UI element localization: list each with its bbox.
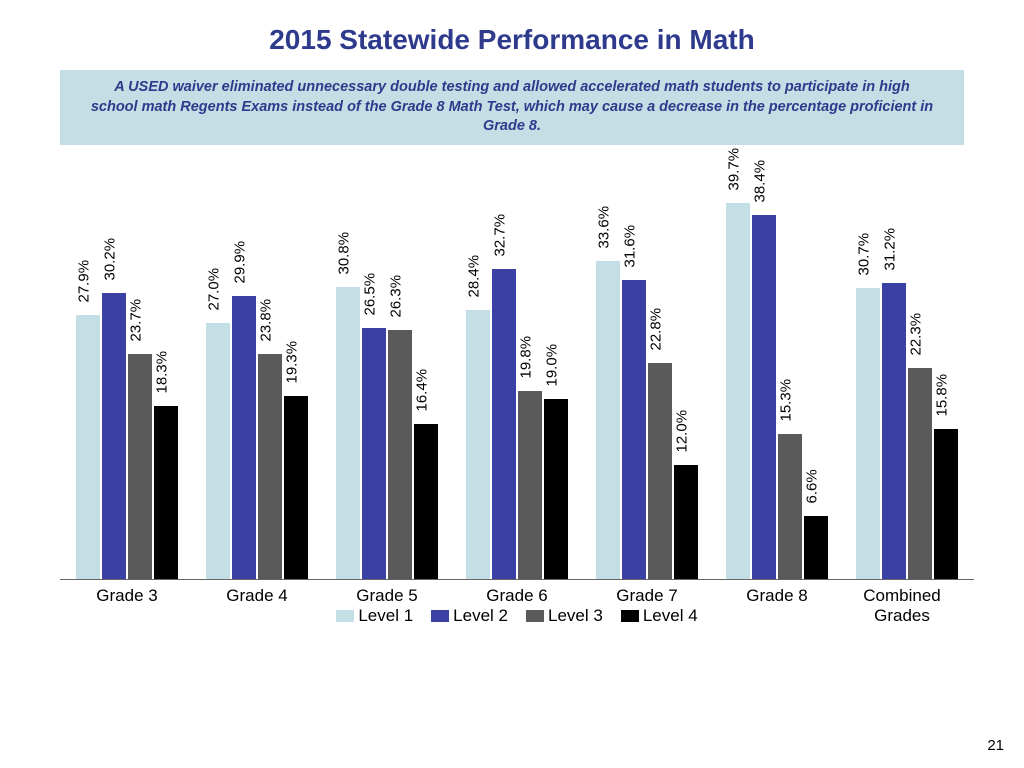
chart-container: 27.9%30.2%23.7%18.3%27.0%29.9%23.8%19.3%… (60, 200, 974, 630)
bar-value-label: 26.5% (362, 273, 379, 316)
bar: 27.9% (76, 315, 100, 579)
legend-swatch (526, 610, 544, 622)
bar-group: 30.8%26.5%26.3%16.4% (336, 200, 438, 579)
bar-value-label: 15.8% (934, 374, 951, 417)
bar: 22.3% (908, 368, 932, 579)
bar: 31.6% (622, 280, 646, 579)
bar: 30.7% (856, 288, 880, 579)
bar-value-label: 33.6% (596, 206, 613, 249)
category-label: Grade 4 (197, 586, 317, 606)
bar: 19.3% (284, 396, 308, 579)
bar: 23.8% (258, 354, 282, 580)
legend-swatch (431, 610, 449, 622)
bar-group: 27.9%30.2%23.7%18.3% (76, 200, 178, 579)
bar: 29.9% (232, 296, 256, 579)
legend-label: Level 1 (358, 606, 413, 626)
bar-value-label: 26.3% (388, 275, 405, 318)
bar-group: 39.7%38.4%15.3%6.6% (726, 200, 828, 579)
bar-value-label: 38.4% (752, 160, 769, 203)
bar: 26.3% (388, 330, 412, 579)
bar-group: 28.4%32.7%19.8%19.0% (466, 200, 568, 579)
bar-value-label: 29.9% (232, 241, 249, 284)
bar-value-label: 6.6% (804, 470, 821, 504)
category-label: Grade 7 (587, 586, 707, 606)
bar-value-label: 15.3% (778, 379, 795, 422)
chart-legend: Level 1 Level 2 Level 3 Level 4 (60, 606, 974, 626)
category-label: Grade 5 (327, 586, 447, 606)
subtitle-box: A USED waiver eliminated unnecessary dou… (60, 70, 964, 145)
bar-group: 33.6%31.6%22.8%12.0% (596, 200, 698, 579)
bar-value-label: 39.7% (726, 148, 743, 191)
bar: 23.7% (128, 354, 152, 579)
bar-value-label: 18.3% (154, 351, 171, 394)
legend-swatch (621, 610, 639, 622)
bar-value-label: 31.6% (622, 225, 639, 268)
bar: 30.8% (336, 287, 360, 579)
bar-value-label: 23.8% (258, 298, 275, 341)
page-number: 21 (987, 737, 1004, 754)
bar-value-label: 30.7% (856, 233, 873, 276)
bar-value-label: 27.9% (76, 260, 93, 303)
category-label: Grade 8 (717, 586, 837, 606)
bar: 12.0% (674, 465, 698, 579)
bar: 18.3% (154, 406, 178, 579)
legend-label: Level 3 (548, 606, 603, 626)
bar-value-label: 22.3% (908, 313, 925, 356)
bar: 26.5% (362, 328, 386, 579)
bar-value-label: 31.2% (882, 228, 899, 271)
bar-value-label: 12.0% (674, 410, 691, 453)
bar: 39.7% (726, 203, 750, 579)
bar-value-label: 19.8% (518, 336, 535, 379)
bar-value-label: 19.3% (284, 341, 301, 384)
bar-value-label: 16.4% (414, 369, 431, 412)
bar-value-label: 30.2% (102, 238, 119, 281)
legend-item: Level 3 (526, 606, 603, 626)
legend-label: Level 2 (453, 606, 508, 626)
bar: 16.4% (414, 424, 438, 579)
category-label: Grade 3 (67, 586, 187, 606)
bar: 30.2% (102, 293, 126, 579)
bar-value-label: 19.0% (544, 344, 561, 387)
chart-plot-area: 27.9%30.2%23.7%18.3%27.0%29.9%23.8%19.3%… (60, 200, 974, 580)
bar: 28.4% (466, 310, 490, 579)
legend-item: Level 2 (431, 606, 508, 626)
bar-value-label: 23.7% (128, 299, 145, 342)
bar: 6.6% (804, 516, 828, 579)
bar: 22.8% (648, 363, 672, 579)
bar: 27.0% (206, 323, 230, 579)
bar-value-label: 32.7% (492, 214, 509, 257)
bar: 15.8% (934, 429, 958, 579)
legend-item: Level 1 (336, 606, 413, 626)
legend-item: Level 4 (621, 606, 698, 626)
bar: 33.6% (596, 261, 620, 579)
bar: 19.0% (544, 399, 568, 579)
bar-group: 27.0%29.9%23.8%19.3% (206, 200, 308, 579)
bar: 19.8% (518, 391, 542, 579)
bar: 31.2% (882, 283, 906, 579)
bar-value-label: 27.0% (206, 268, 223, 311)
bar-group: 30.7%31.2%22.3%15.8% (856, 200, 958, 579)
bar-value-label: 28.4% (466, 255, 483, 298)
bar-value-label: 30.8% (336, 232, 353, 275)
page-title: 2015 Statewide Performance in Math (0, 0, 1024, 70)
bar: 15.3% (778, 434, 802, 579)
bar: 32.7% (492, 269, 516, 579)
legend-swatch (336, 610, 354, 622)
category-label: Grade 6 (457, 586, 577, 606)
bar-value-label: 22.8% (648, 308, 665, 351)
bar: 38.4% (752, 215, 776, 579)
legend-label: Level 4 (643, 606, 698, 626)
